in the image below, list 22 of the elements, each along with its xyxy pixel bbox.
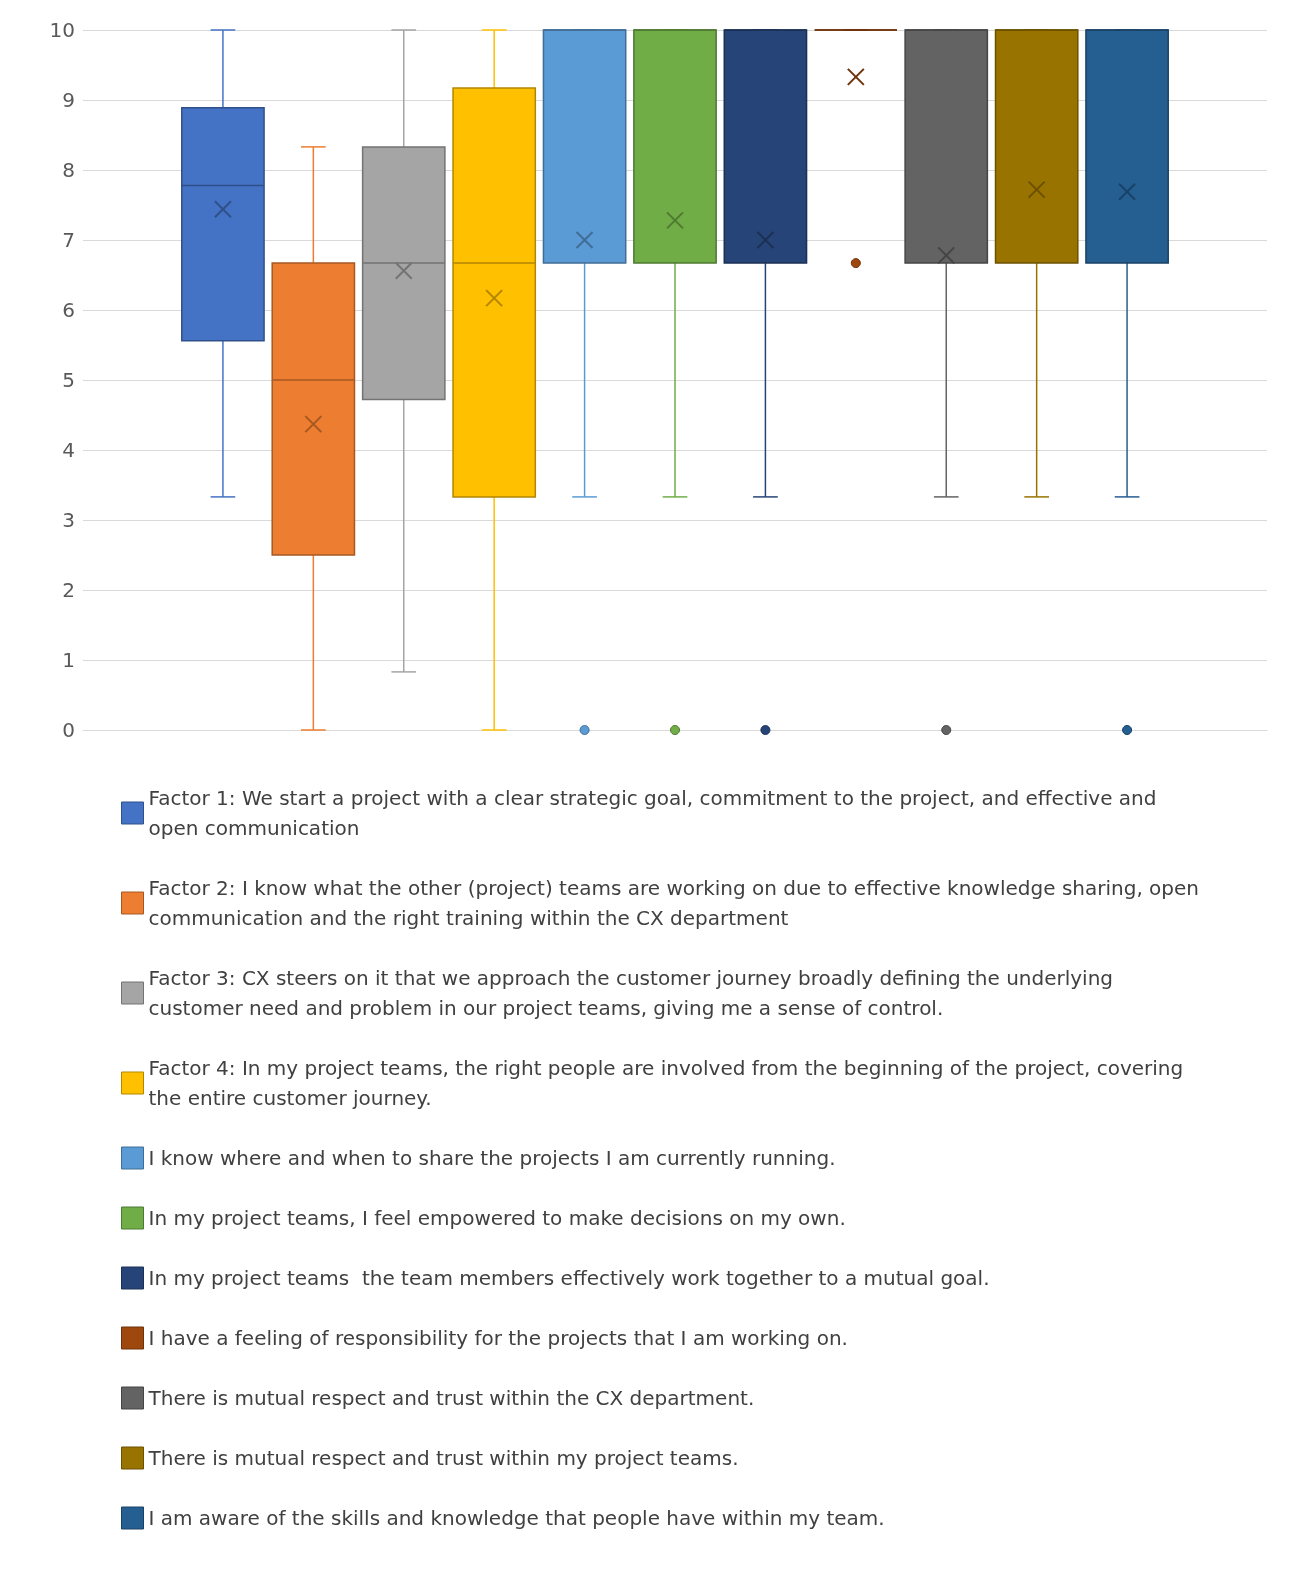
legend-label: I have a feeling of responsibility for the projects that I am working on. <box>148 1326 848 1350</box>
y-tick-label: 9 <box>62 88 75 112</box>
y-tick-label: 6 <box>62 298 75 322</box>
y-tick-label: 10 <box>49 18 75 42</box>
y-tick-label: 3 <box>62 508 75 532</box>
legend-label: Factor 2: I know what the other (project) teams are working on due to effective knowledge sharing, open communication and the right training within the CX department <box>148 876 1206 930</box>
legend-label: In my project teams the team members effectively work together to a mutual goal. <box>148 1266 990 1290</box>
y-tick-label: 0 <box>62 718 75 742</box>
legend-label: Factor 4: In my project teams, the right people are involved from the beginning of the project, covering the entire customer journey. <box>148 1056 1190 1110</box>
legend-label: Factor 1: We start a project with a clear strategic goal, commitment to the project, and effective and open communication <box>148 786 1163 840</box>
y-tick-label: 8 <box>62 158 75 182</box>
legend-label: Factor 3: CX steers on it that we approach the customer journey broadly defining the underlying customer need and problem in our project teams, giving me a sense of control. <box>148 966 1120 1020</box>
y-tick-label: 5 <box>62 368 75 392</box>
legend-label: I am aware of the skills and knowledge that people have within my team. <box>148 1506 885 1530</box>
y-tick-label: 4 <box>62 438 75 462</box>
y-tick-label: 2 <box>62 578 75 602</box>
legend-label: There is mutual respect and trust within the CX department. <box>147 1386 755 1410</box>
legend-label: In my project teams, I feel empowered to make decisions on my own. <box>148 1206 846 1230</box>
legend-label: I know where and when to share the projects I am currently running. <box>148 1146 836 1170</box>
y-tick-label: 7 <box>62 228 75 252</box>
legend-label: There is mutual respect and trust within my project teams. <box>147 1446 739 1470</box>
y-tick-label: 1 <box>62 648 75 672</box>
